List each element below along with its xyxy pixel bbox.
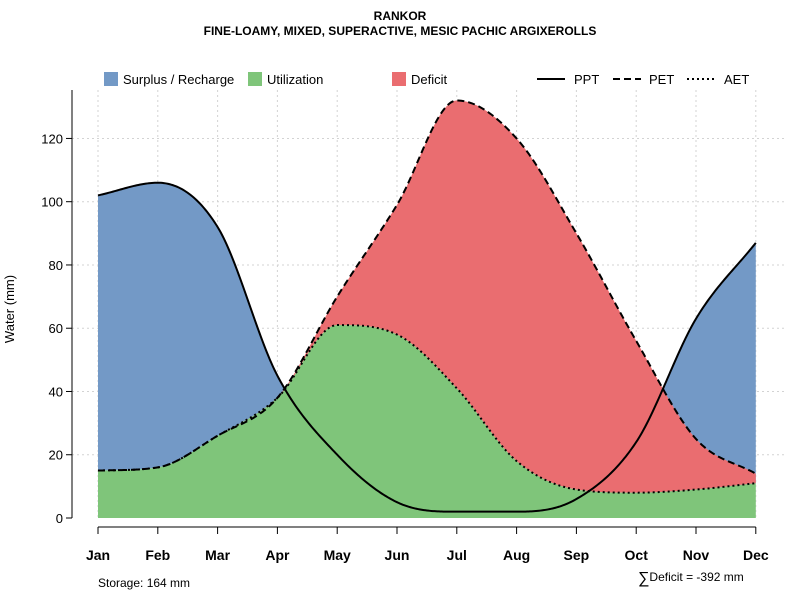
chart-subtitle: FINE-LOAMY, MIXED, SUPERACTIVE, MESIC PA… <box>203 24 597 38</box>
legend-swatch-surplus <box>104 72 118 86</box>
y-tick-label: 40 <box>49 384 63 399</box>
x-tick-label: Oct <box>625 547 649 563</box>
series-line-ppt <box>97 181 757 513</box>
y-tick-label: 100 <box>41 195 63 210</box>
legend: Surplus / Recharge Utilization Deficit P… <box>104 72 749 87</box>
x-tick-label: Mar <box>205 547 230 563</box>
legend-label-utilization: Utilization <box>267 72 323 87</box>
legend-swatch-deficit <box>392 72 406 86</box>
deficit-note: ∑Deficit = -392 mm <box>638 570 744 588</box>
areas <box>98 100 756 518</box>
deficit-area <box>98 100 756 493</box>
sigma-symbol: ∑ <box>638 570 650 587</box>
x-tick-label: Jan <box>86 547 110 563</box>
legend-label-surplus: Surplus / Recharge <box>123 72 234 87</box>
x-tick-label: Sep <box>564 547 590 563</box>
utilization-area <box>98 325 756 518</box>
y-tick-label: 60 <box>49 321 63 336</box>
x-tick-label: May <box>324 547 351 563</box>
x-tick-label: Aug <box>503 547 530 563</box>
legend-label-pet: PET <box>649 72 674 87</box>
x-tick-label: Dec <box>743 547 769 563</box>
x-tick-label: Apr <box>265 547 290 563</box>
x-tick-label: Jun <box>385 547 410 563</box>
series-lines <box>97 99 757 513</box>
chart-title: RANKOR <box>373 9 427 23</box>
y-tick-label: 20 <box>49 448 63 463</box>
axes: 0 20 40 60 80 100 120 Jan Feb Mar Apr May Jun Jul Aug S… <box>41 90 769 563</box>
legend-label-deficit: Deficit <box>411 72 448 87</box>
y-tick-label: 0 <box>56 511 63 526</box>
legend-label-aet: AET <box>724 72 749 87</box>
series-line-aet <box>97 324 756 494</box>
x-tick-label: Jul <box>447 547 467 563</box>
legend-label-ppt: PPT <box>574 72 599 87</box>
x-tick-label: Feb <box>145 547 170 563</box>
y-tick-label: 80 <box>49 258 63 273</box>
y-axis-label: Water (mm) <box>2 275 17 343</box>
storage-note: Storage: 164 mm <box>98 576 191 590</box>
deficit-text: Deficit = -392 mm <box>649 570 744 584</box>
legend-swatch-utilization <box>248 72 262 86</box>
x-tick-label: Nov <box>683 547 710 563</box>
y-tick-label: 120 <box>41 131 63 146</box>
